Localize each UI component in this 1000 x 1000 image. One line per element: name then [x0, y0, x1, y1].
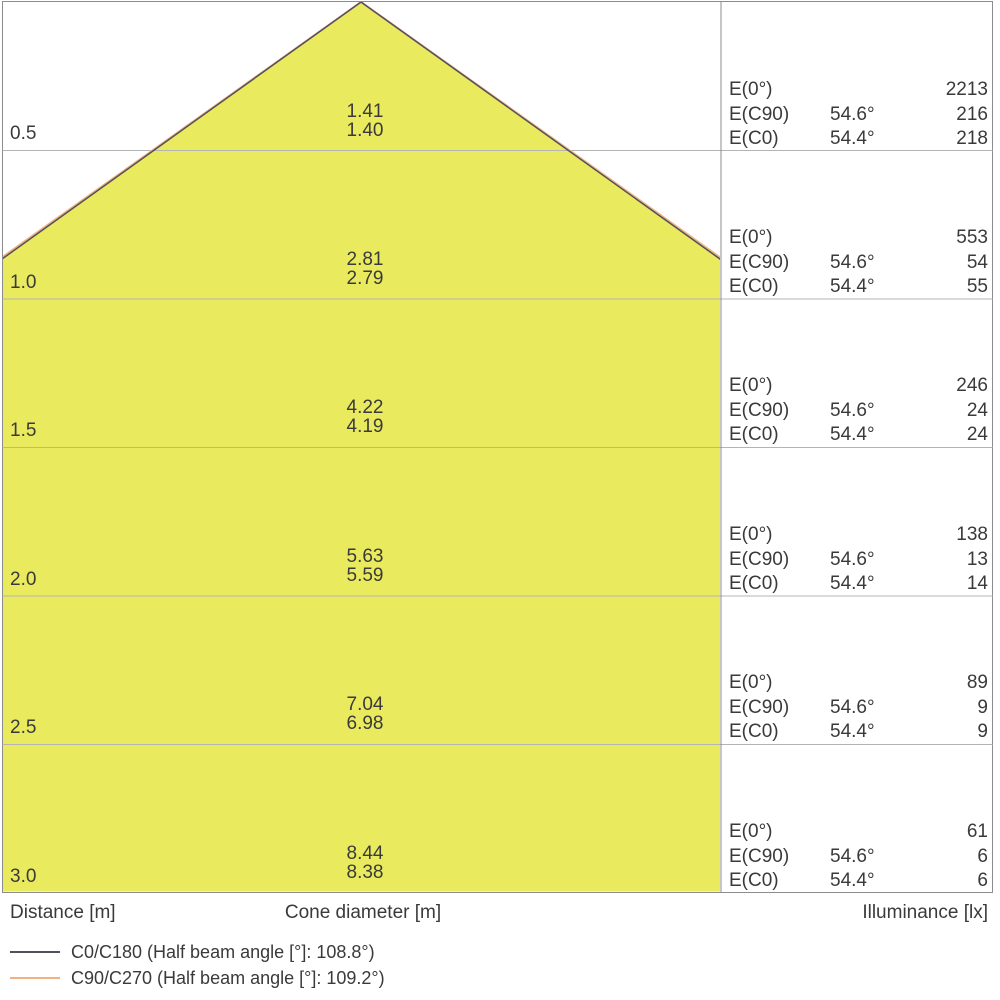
- distance-label: 1.0: [10, 272, 37, 293]
- illuminance-axis-label: Illuminance [lx]: [862, 902, 988, 923]
- ec0-angle: 54.4°: [830, 870, 875, 892]
- ec0-value: 24: [966, 424, 988, 446]
- ec90-label: E(C90): [729, 399, 790, 421]
- e0-label: E(0°): [729, 524, 773, 546]
- ec0-angle: 54.4°: [830, 424, 875, 446]
- cone-diameter-axis-label: Cone diameter [m]: [284, 902, 442, 923]
- ec0-label: E(C0): [729, 870, 779, 892]
- distance-label: 1.5: [10, 420, 37, 441]
- e0-label: E(0°): [729, 375, 773, 397]
- ec0-angle: 54.4°: [830, 128, 875, 150]
- e0-label: E(0°): [729, 672, 773, 694]
- cone-diameter-values: 2.81 2.79: [280, 250, 450, 288]
- cone-diameter-c0: 6.98: [346, 713, 384, 734]
- cone-diameter-c90: 8.44: [346, 843, 384, 864]
- e0-value: 89: [966, 672, 988, 694]
- ec0-angle: 54.4°: [830, 721, 875, 743]
- cone-diameter-c0: 8.38: [346, 862, 384, 883]
- cone-diameter-c0: 5.59: [346, 565, 384, 586]
- ec0-label: E(C0): [729, 721, 779, 743]
- cone-diameter-c90: 5.63: [346, 546, 384, 567]
- legend-line-c90-c270: [10, 977, 60, 979]
- ec90-angle: 54.6°: [830, 399, 875, 421]
- ec90-value: 54: [966, 251, 988, 273]
- illuminance-row: E(0°) 2213 E(C90) 54.6° 216 E(C0) 54.4° 218: [722, 78, 991, 152]
- ec90-label: E(C90): [729, 696, 790, 718]
- cone-diameter-values: 8.44 8.38: [280, 844, 450, 882]
- ec90-value: 9: [977, 696, 988, 718]
- ec0-value: 14: [966, 573, 988, 595]
- cone-diameter-c90: 2.81: [346, 249, 384, 270]
- ec90-label: E(C90): [729, 103, 790, 125]
- e0-value: 61: [966, 821, 988, 843]
- illuminance-row: E(0°) 138 E(C90) 54.6° 13 E(C0) 54.4° 14: [722, 523, 991, 597]
- cone-diameter-c0: 1.40: [346, 120, 384, 141]
- distance-grid-lines: [2, 150, 993, 745]
- ec90-label: E(C90): [729, 251, 790, 273]
- ec0-label: E(C0): [729, 573, 779, 595]
- distance-label: 2.5: [10, 717, 37, 738]
- cone-diameter-values: 1.41 1.40: [280, 102, 450, 140]
- ec0-value: 9: [977, 721, 988, 743]
- ec90-value: 13: [966, 548, 988, 570]
- ec90-label: E(C90): [729, 845, 790, 867]
- illuminance-row: E(0°) 246 E(C90) 54.6° 24 E(C0) 54.4° 24: [722, 374, 991, 448]
- distance-label: 2.0: [10, 569, 37, 590]
- ec90-label: E(C90): [729, 548, 790, 570]
- ec0-label: E(C0): [729, 276, 779, 298]
- ec0-value: 55: [966, 276, 988, 298]
- ec90-angle: 54.6°: [830, 103, 875, 125]
- ec0-label: E(C0): [729, 424, 779, 446]
- ec90-value: 6: [977, 845, 988, 867]
- illuminance-row: E(0°) 553 E(C90) 54.6° 54 E(C0) 54.4° 55: [722, 226, 991, 300]
- e0-label: E(0°): [729, 227, 773, 249]
- ec90-angle: 54.6°: [830, 845, 875, 867]
- ec90-angle: 54.6°: [830, 696, 875, 718]
- cone-diameter-values: 4.22 4.19: [280, 398, 450, 436]
- cone-diameter-c90: 4.22: [346, 397, 384, 418]
- distance-axis-label: Distance [m]: [10, 902, 116, 923]
- legend-label-c0-c180: C0/C180 (Half beam angle [°]: 108.8°): [71, 942, 375, 962]
- ec0-value: 6: [977, 870, 988, 892]
- distance-label: 0.5: [10, 123, 37, 144]
- ec0-angle: 54.4°: [830, 573, 875, 595]
- cone-diameter-values: 7.04 6.98: [280, 695, 450, 733]
- illuminance-row: E(0°) 89 E(C90) 54.6° 9 E(C0) 54.4° 9: [722, 671, 991, 745]
- legend-line-c0-c180: [10, 951, 60, 953]
- legend-label-c90-c270: C90/C270 (Half beam angle [°]: 109.2°): [71, 968, 385, 988]
- cone-edge-c0-c180: [3, 2, 720, 260]
- ec0-angle: 54.4°: [830, 276, 875, 298]
- ec0-value: 218: [956, 128, 988, 150]
- e0-value: 553: [956, 227, 988, 249]
- ec90-value: 24: [966, 399, 988, 421]
- cone-diameter-c0: 4.19: [346, 416, 384, 437]
- cone-diameter-c90: 1.41: [346, 101, 384, 122]
- e0-value: 138: [956, 524, 988, 546]
- cone-edge-c90-c270: [3, 2, 720, 259]
- cone-diameter-values: 5.63 5.59: [280, 547, 450, 585]
- e0-value: 246: [956, 375, 988, 397]
- e0-value: 2213: [945, 79, 988, 101]
- cone-diameter-c0: 2.79: [346, 268, 384, 289]
- ec0-label: E(C0): [729, 128, 779, 150]
- cone-diameter-c90: 7.04: [346, 694, 384, 715]
- ec90-angle: 54.6°: [830, 251, 875, 273]
- distance-label: 3.0: [10, 866, 37, 887]
- cone-fill-c0: [3, 2, 720, 892]
- illuminance-row: E(0°) 61 E(C90) 54.6° 6 E(C0) 54.4° 6: [722, 820, 991, 894]
- e0-label: E(0°): [729, 79, 773, 101]
- ec90-value: 216: [956, 103, 988, 125]
- e0-label: E(0°): [729, 821, 773, 843]
- ec90-angle: 54.6°: [830, 548, 875, 570]
